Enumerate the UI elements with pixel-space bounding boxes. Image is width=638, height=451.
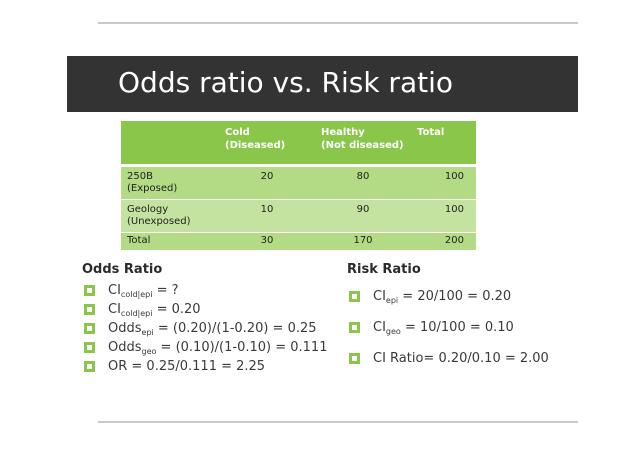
item-text: CI: [373, 289, 386, 304]
table-cell: 100: [444, 204, 464, 215]
square-bullet-icon: [84, 361, 95, 372]
item-text: = 0.20: [152, 302, 201, 317]
table-cell: 200: [444, 235, 464, 246]
list-item: CIcold|epi = ?: [82, 283, 327, 302]
bottom-rule: [98, 421, 578, 423]
item-subscript: epi: [141, 328, 154, 337]
table-row: Geology (Unexposed) 10 90 100: [121, 200, 476, 233]
item-text: OR = 0.25/0.111 = 2.25: [108, 359, 266, 374]
list-item: CI Ratio= 0.20/0.10 = 2.00: [347, 351, 549, 382]
title-bar: Odds ratio vs. Risk ratio: [67, 56, 578, 112]
table-header-cell: Healthy (Not diseased): [321, 127, 404, 151]
table-header-row: Cold (Diseased) Healthy (Not diseased) T…: [121, 121, 476, 165]
item-text: CI: [373, 320, 386, 335]
square-bullet-icon: [349, 353, 360, 364]
list-item: CIcold|epi = 0.20: [82, 302, 327, 321]
list-item: Oddsgeo = (0.10)/(1-0.10) = 0.111: [82, 340, 327, 359]
list-item: CIgeo = 10/100 = 0.10: [347, 320, 549, 351]
item-text: Odds: [108, 321, 142, 336]
table-cell: 20: [260, 171, 274, 182]
contingency-table: Cold (Diseased) Healthy (Not diseased) T…: [121, 121, 476, 251]
item-text: = ?: [152, 283, 179, 298]
item-text: CI: [108, 283, 121, 298]
item-subscript: cold|epi: [120, 290, 153, 299]
item-text: Odds: [108, 340, 142, 355]
square-bullet-icon: [84, 342, 95, 353]
item-subscript: epi: [385, 296, 399, 305]
list-item: Oddsepi = (0.20)/(1-0.20) = 0.25: [82, 321, 327, 340]
item-text: = 10/100 = 0.10: [400, 320, 514, 335]
row-label: Total: [127, 235, 151, 246]
table-header-cell: Total: [417, 127, 445, 138]
table-header-cell: [121, 121, 219, 164]
list-item: OR = 0.25/0.111 = 2.25: [82, 359, 327, 378]
slide-title: Odds ratio vs. Risk ratio: [118, 66, 453, 99]
row-label: 250B (Exposed): [127, 171, 178, 194]
risk-ratio-heading: Risk Ratio: [347, 262, 421, 277]
item-text: = 20/100 = 0.20: [398, 289, 512, 304]
table-header-cell: Cold (Diseased): [225, 127, 286, 151]
item-text: = (0.10)/(1-0.10) = 0.111: [156, 340, 328, 355]
risk-ratio-section: Risk Ratio CIepi = 20/100 = 0.20 CIgeo =…: [347, 262, 549, 382]
item-text: CI: [108, 302, 121, 317]
square-bullet-icon: [84, 304, 95, 315]
item-text: CI Ratio= 0.20/0.10 = 2.00: [373, 351, 549, 366]
item-subscript: geo: [385, 327, 401, 336]
row-label: Geology (Unexposed): [127, 204, 191, 227]
square-bullet-icon: [349, 291, 360, 302]
table-cell: 90: [356, 204, 370, 215]
list-item: CIepi = 20/100 = 0.20: [347, 289, 549, 320]
item-subscript: geo: [141, 347, 157, 356]
table-cell: 10: [260, 204, 274, 215]
table-cell: 170: [353, 235, 373, 246]
item-subscript: cold|epi: [120, 309, 153, 318]
square-bullet-icon: [349, 322, 360, 333]
table-row: 250B (Exposed) 20 80 100: [121, 167, 476, 200]
table-cell: 100: [444, 171, 464, 182]
table-cell: 80: [356, 171, 370, 182]
item-text: = (0.20)/(1-0.20) = 0.25: [153, 321, 317, 336]
odds-ratio-heading: Odds Ratio: [82, 262, 163, 277]
table-row: Total 30 170 200: [121, 233, 476, 251]
odds-ratio-section: Odds Ratio CIcold|epi = ? CIcold|epi = 0…: [82, 262, 327, 378]
top-rule: [98, 22, 578, 24]
table-cell: 30: [260, 235, 274, 246]
square-bullet-icon: [84, 323, 95, 334]
square-bullet-icon: [84, 285, 95, 296]
